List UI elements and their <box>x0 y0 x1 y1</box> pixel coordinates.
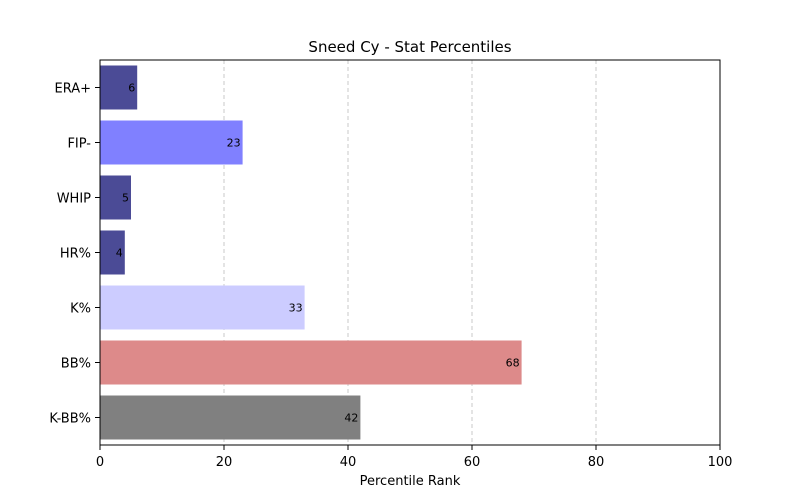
bar-value-label: 5 <box>122 192 129 205</box>
plot-frame <box>99 59 721 446</box>
bar <box>100 175 131 220</box>
bar <box>100 395 361 440</box>
bar <box>100 340 522 385</box>
bar <box>100 65 138 110</box>
bar-value-label: 23 <box>227 137 241 150</box>
y-tick-label: HR% <box>60 247 91 262</box>
value-labels: 6 23 5 4 33 68 42 <box>116 82 520 425</box>
bar <box>100 285 305 330</box>
x-axis-ticks: 0 20 40 60 80 100 <box>96 445 733 470</box>
y-tick-label: WHIP <box>57 192 91 207</box>
bar <box>100 120 243 165</box>
x-tick-label: 60 <box>464 455 481 470</box>
chart-title: Sneed Cy - Stat Percentiles <box>308 38 511 56</box>
bar-value-label: 6 <box>128 82 135 95</box>
x-tick-label: 80 <box>588 455 605 470</box>
x-tick-label: 20 <box>216 455 233 470</box>
bar-value-label: 4 <box>116 247 123 260</box>
bar <box>100 230 125 275</box>
y-tick-label: K-BB% <box>49 412 91 427</box>
bars <box>100 65 522 440</box>
bar-value-label: 68 <box>506 357 520 370</box>
bar-value-label: 33 <box>289 302 303 315</box>
x-tick-label: 100 <box>708 455 733 470</box>
y-tick-label: BB% <box>61 357 91 372</box>
x-tick-label: 40 <box>340 455 357 470</box>
y-tick-label: ERA+ <box>54 82 91 97</box>
bar-value-label: 42 <box>344 412 358 425</box>
grid-lines <box>223 60 597 445</box>
x-tick-label: 0 <box>96 455 104 470</box>
x-axis-label: Percentile Rank <box>360 474 461 489</box>
y-tick-label: FIP- <box>67 137 91 152</box>
y-axis-ticks: ERA+ FIP- WHIP HR% K% BB% K-BB% <box>49 82 100 427</box>
y-tick-label: K% <box>70 302 91 317</box>
